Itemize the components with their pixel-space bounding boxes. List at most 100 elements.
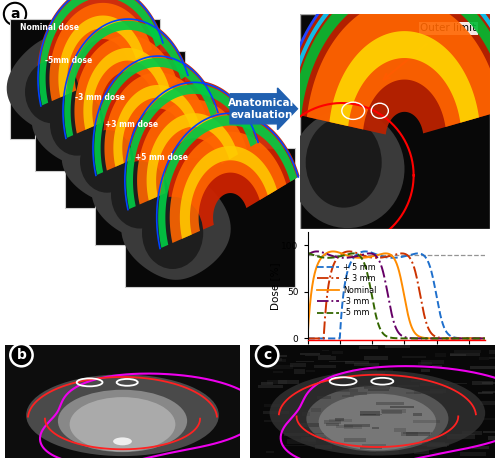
Bar [360, 411, 380, 416]
Bar [362, 371, 384, 375]
Bar [294, 369, 306, 374]
Line: + 3 mm: + 3 mm [308, 251, 485, 338]
Bar [300, 353, 320, 355]
Bar [382, 410, 402, 414]
Bar [414, 450, 428, 454]
Bar [340, 388, 348, 391]
Polygon shape [92, 54, 219, 176]
Bar [354, 363, 380, 366]
Nominal [330, 249, 336, 254]
Bar [301, 438, 316, 441]
Bar [125, 148, 295, 287]
Ellipse shape [306, 117, 382, 207]
Bar [400, 432, 417, 436]
Ellipse shape [318, 394, 436, 450]
Bar [364, 356, 388, 360]
Bar [274, 355, 287, 357]
-5 mm [304, 250, 310, 256]
Bar [264, 420, 285, 422]
Bar [261, 382, 274, 385]
Bar [35, 51, 185, 171]
-5 mm [409, 336, 415, 341]
Ellipse shape [50, 93, 104, 156]
Polygon shape [180, 146, 277, 239]
Bar [258, 385, 283, 388]
Polygon shape [32, 69, 128, 165]
Nominal [385, 251, 391, 257]
Polygon shape [137, 100, 247, 205]
Bar [462, 432, 482, 435]
-3 mm [350, 254, 356, 260]
+ 3 mm [385, 254, 391, 259]
Bar [450, 354, 466, 356]
Ellipse shape [113, 438, 132, 445]
Bar [432, 452, 447, 453]
-3 mm [336, 255, 342, 260]
Polygon shape [40, 0, 162, 106]
Legend: + 5 mm, + 3 mm, Nominal, -3 mm, -5 mm: + 5 mm, + 3 mm, Nominal, -3 mm, -5 mm [314, 259, 380, 320]
Bar [284, 444, 313, 446]
Bar [432, 365, 442, 368]
-3 mm [410, 336, 416, 341]
Bar [344, 384, 356, 387]
Bar [266, 451, 274, 453]
Bar [324, 419, 340, 424]
+ 3 mm [438, 335, 444, 341]
Bar [488, 436, 500, 440]
Bar [470, 366, 496, 369]
Bar [299, 391, 307, 394]
Bar [484, 418, 500, 420]
+ 5 mm [482, 336, 488, 341]
Bar [366, 453, 384, 455]
Bar [413, 420, 440, 423]
Ellipse shape [142, 197, 203, 269]
Bar [368, 389, 390, 391]
Bar [411, 380, 432, 382]
Bar [360, 447, 382, 449]
Nominal [410, 326, 416, 332]
Bar [435, 353, 446, 357]
Bar [460, 452, 486, 456]
Bar [362, 413, 382, 415]
-5 mm [423, 336, 429, 341]
Polygon shape [92, 135, 194, 238]
Bar [336, 389, 358, 392]
Bar [308, 433, 324, 434]
FancyArrow shape [230, 88, 298, 130]
Bar [358, 385, 369, 387]
Bar [418, 362, 432, 365]
Bar [344, 425, 362, 429]
Polygon shape [64, 21, 186, 138]
Bar [422, 360, 444, 363]
Bar [384, 369, 394, 372]
Ellipse shape [70, 397, 176, 451]
Text: +5 mm dose: +5 mm dose [135, 153, 188, 162]
Bar [397, 385, 419, 387]
Bar [290, 363, 306, 367]
Bar [95, 116, 255, 245]
+ 5 mm [336, 336, 342, 341]
+ 5 mm [385, 255, 391, 260]
Ellipse shape [58, 390, 187, 452]
Y-axis label: Dose [%]: Dose [%] [270, 262, 280, 310]
Bar [302, 412, 310, 416]
Polygon shape [6, 36, 103, 132]
Bar [305, 355, 331, 357]
Bar [482, 391, 500, 394]
Bar [344, 362, 369, 364]
+ 3 mm [350, 249, 356, 255]
Text: a: a [10, 7, 20, 21]
Bar [272, 359, 286, 362]
Polygon shape [104, 72, 208, 170]
Bar [472, 446, 489, 449]
Bar [414, 391, 443, 394]
Bar [332, 351, 343, 354]
Bar [328, 419, 352, 422]
Bar [447, 434, 474, 438]
Bar [326, 423, 339, 426]
+ 5 mm [362, 249, 368, 254]
Bar [360, 346, 378, 350]
Bar [278, 380, 299, 384]
Polygon shape [122, 169, 230, 280]
Bar [266, 380, 287, 384]
